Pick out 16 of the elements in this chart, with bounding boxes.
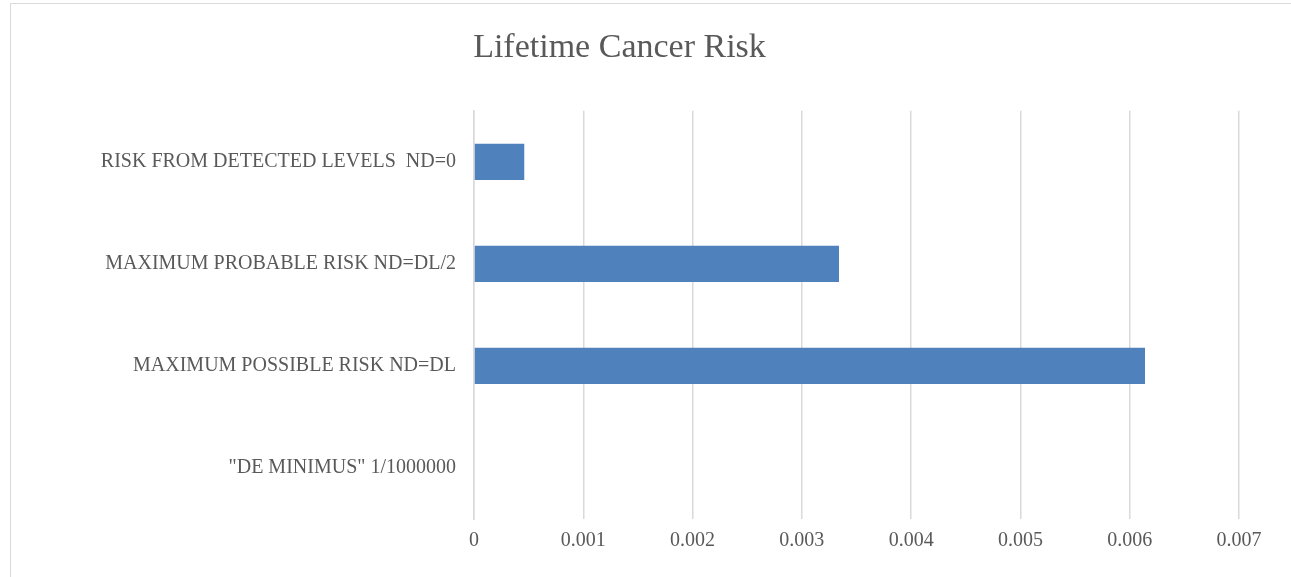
x-tick-label: 0.003 [779,528,825,551]
x-tick-label: 0.006 [1107,528,1153,551]
y-tick-label: RISK FROM DETECTED LEVELS ND=0 [100,149,456,172]
bar [474,245,840,282]
y-tick-label: "DE MINIMUS" 1/1000000 [228,455,456,478]
x-tick-label: 0.007 [1216,528,1262,551]
x-tick-label: 0.004 [888,528,934,551]
bar [474,347,1146,385]
chart-title: Lifetime Cancer Risk [473,27,766,65]
x-tick-label: 0.002 [670,528,716,551]
x-tick-label: 0 [469,528,479,551]
y-tick-label: MAXIMUM POSSIBLE RISK ND=DL [133,353,456,376]
x-tick-label: 0.001 [560,528,606,551]
bar [474,143,525,180]
x-tick-label: 0.005 [997,528,1043,551]
y-tick-label: MAXIMUM PROBABLE RISK ND=DL/2 [105,251,456,274]
